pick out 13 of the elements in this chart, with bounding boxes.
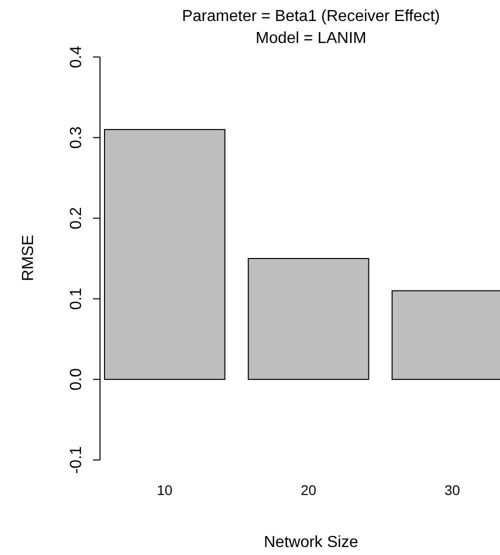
y-tick-label: -0.1 [68, 446, 85, 474]
x-tick-label: 20 [300, 482, 316, 498]
x-tick-label: 30 [444, 482, 460, 498]
y-tick-label: 0.0 [68, 368, 85, 391]
y-tick-label: 0.3 [68, 126, 85, 149]
chart-title: Parameter = Beta1 (Receiver Effect) [182, 8, 440, 25]
x-tick-label: 10 [156, 482, 173, 498]
x-axis-title: Network Size [264, 534, 358, 551]
y-tick-label: 0.2 [68, 206, 85, 230]
y-tick-label: 0.1 [68, 288, 85, 310]
y-tick-label: 0.4 [68, 46, 85, 68]
y-axis-title: RMSE [20, 234, 37, 282]
chart-subtitle: Model = LANIM [256, 30, 366, 47]
